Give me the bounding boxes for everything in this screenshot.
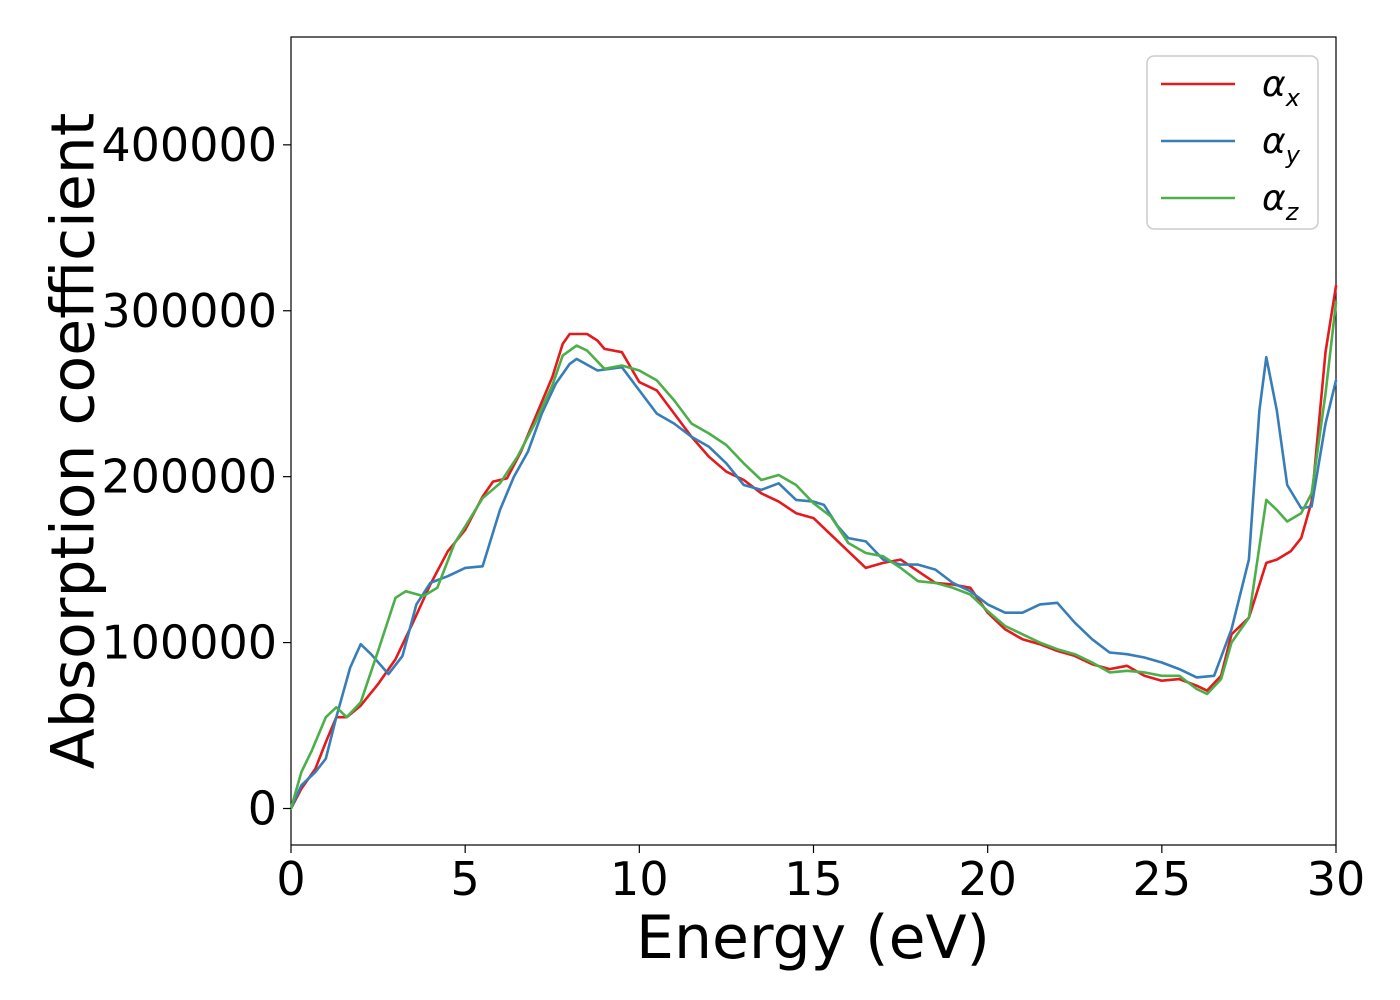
x-tick-label: 20 (958, 852, 1017, 906)
y-axis-label: Absorption coefficient (39, 113, 109, 770)
y-axis-ticks: 0 100000 200000 300000 400000 (101, 118, 291, 835)
y-tick-label: 200000 (101, 450, 277, 504)
x-tick-label: 5 (451, 852, 480, 906)
x-tick-label: 10 (610, 852, 669, 906)
series-layer (289, 284, 1338, 810)
x-tick-label: 30 (1307, 852, 1366, 906)
x-tick-label: 15 (784, 852, 843, 906)
x-axis-label: Energy (eV) (636, 903, 990, 973)
y-tick-label: 0 (248, 781, 277, 835)
legend-box (1146, 55, 1319, 230)
legend-label-3: αz (1262, 178, 1300, 226)
y-tick-label: 400000 (101, 118, 277, 172)
legend: αx αy αz (1146, 55, 1319, 230)
x-tick-label: 0 (276, 852, 305, 906)
series-line-3 (289, 301, 1338, 810)
y-tick-label: 300000 (101, 284, 277, 338)
legend-label-1: αx (1262, 64, 1301, 112)
legend-entries: αx αy αz (1161, 64, 1301, 226)
x-axis-ticks: 0 5 10 15 20 25 30 (276, 845, 1365, 906)
legend-label-2: αy (1262, 121, 1301, 169)
y-tick-label: 100000 (101, 616, 277, 670)
x-tick-label: 25 (1133, 852, 1192, 906)
